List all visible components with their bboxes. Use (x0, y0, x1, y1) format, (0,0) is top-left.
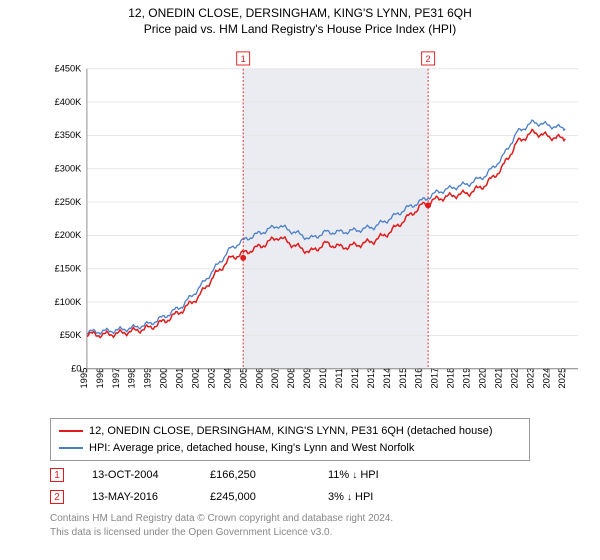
footer-line: This data is licensed under the Open Gov… (50, 526, 393, 540)
svg-text:1997: 1997 (111, 368, 121, 389)
transaction-row: 2 13-MAY-2016 £245,000 3% ↓ HPI (50, 486, 379, 508)
transaction-date: 13-MAY-2016 (92, 491, 182, 503)
svg-text:2011: 2011 (334, 368, 344, 388)
chart-title-sub: Price paid vs. HM Land Registry's House … (0, 22, 600, 36)
svg-text:2003: 2003 (207, 368, 217, 389)
arrow-down-icon: ↓ (352, 470, 357, 481)
legend-label: 12, ONEDIN CLOSE, DERSINGHAM, KING'S LYN… (89, 423, 493, 440)
svg-text:1999: 1999 (143, 368, 153, 389)
marker-badge: 1 (50, 468, 64, 482)
chart-title-main: 12, ONEDIN CLOSE, DERSINGHAM, KING'S LYN… (0, 6, 600, 20)
legend-item: HPI: Average price, detached house, King… (59, 440, 521, 457)
svg-text:2012: 2012 (350, 368, 360, 389)
svg-text:2000: 2000 (159, 368, 169, 389)
line-chart-svg: £0£50K£100K£150K£200K£250K£300K£350K£400… (48, 50, 578, 395)
svg-text:2020: 2020 (478, 368, 488, 389)
svg-text:£50K: £50K (60, 330, 82, 340)
svg-text:£450K: £450K (55, 64, 83, 74)
svg-text:2025: 2025 (557, 368, 567, 389)
svg-text:2018: 2018 (446, 368, 456, 389)
svg-text:2023: 2023 (525, 368, 535, 389)
svg-text:£250K: £250K (55, 197, 83, 207)
transaction-delta: 3% ↓ HPI (328, 491, 373, 503)
legend-item: 12, ONEDIN CLOSE, DERSINGHAM, KING'S LYN… (59, 423, 521, 440)
svg-text:1: 1 (241, 54, 246, 64)
svg-text:2009: 2009 (302, 368, 312, 389)
svg-text:2006: 2006 (254, 368, 264, 389)
chart-title-block: 12, ONEDIN CLOSE, DERSINGHAM, KING'S LYN… (0, 0, 600, 36)
svg-text:2017: 2017 (430, 368, 440, 389)
svg-text:£300K: £300K (55, 164, 83, 174)
svg-text:2008: 2008 (286, 368, 296, 389)
transaction-delta: 11% ↓ HPI (328, 469, 379, 481)
svg-text:1995: 1995 (79, 368, 89, 389)
svg-text:2019: 2019 (462, 368, 472, 389)
footer-line: Contains HM Land Registry data © Crown c… (50, 512, 393, 526)
svg-text:2001: 2001 (175, 368, 185, 389)
svg-text:2016: 2016 (414, 368, 424, 389)
svg-text:2005: 2005 (238, 368, 248, 389)
svg-text:2010: 2010 (318, 368, 328, 389)
svg-text:£200K: £200K (55, 230, 83, 240)
svg-text:2007: 2007 (270, 368, 280, 389)
svg-text:£350K: £350K (55, 130, 83, 140)
svg-text:2: 2 (426, 54, 431, 64)
svg-text:£400K: £400K (55, 97, 83, 107)
svg-text:£150K: £150K (55, 264, 83, 274)
svg-text:2024: 2024 (541, 368, 551, 389)
svg-text:£100K: £100K (55, 297, 83, 307)
legend-swatch-red (59, 430, 83, 432)
transaction-date: 13-OCT-2004 (92, 469, 182, 481)
legend-swatch-blue (59, 447, 83, 449)
transaction-row: 1 13-OCT-2004 £166,250 11% ↓ HPI (50, 464, 379, 486)
transaction-price: £166,250 (210, 469, 300, 481)
svg-text:2015: 2015 (398, 368, 408, 389)
svg-text:2021: 2021 (494, 368, 504, 389)
legend-label: HPI: Average price, detached house, King… (89, 440, 414, 457)
svg-text:1996: 1996 (95, 368, 105, 389)
chart-area: £0£50K£100K£150K£200K£250K£300K£350K£400… (48, 50, 578, 395)
svg-text:2002: 2002 (191, 368, 201, 389)
marker-badge: 2 (50, 490, 64, 504)
arrow-down-icon: ↓ (347, 492, 352, 503)
transaction-table: 1 13-OCT-2004 £166,250 11% ↓ HPI 2 13-MA… (50, 464, 379, 508)
svg-text:2013: 2013 (366, 368, 376, 389)
svg-text:1998: 1998 (127, 368, 137, 389)
svg-text:2014: 2014 (382, 368, 392, 389)
svg-text:2004: 2004 (222, 368, 232, 389)
footer-attribution: Contains HM Land Registry data © Crown c… (50, 512, 393, 539)
legend: 12, ONEDIN CLOSE, DERSINGHAM, KING'S LYN… (50, 418, 530, 461)
transaction-price: £245,000 (210, 491, 300, 503)
svg-text:2022: 2022 (509, 368, 519, 389)
